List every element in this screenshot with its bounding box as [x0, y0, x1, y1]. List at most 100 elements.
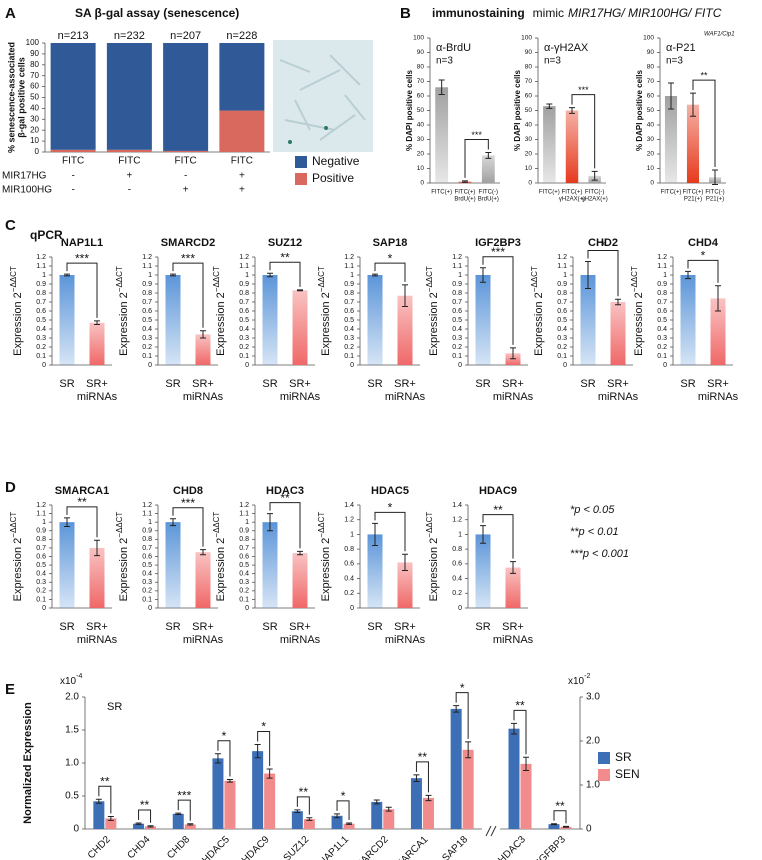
- y-tick-label: 0.9: [36, 528, 46, 535]
- x-tick-label: SR: [262, 621, 277, 633]
- y-tick-label: 0.3: [142, 579, 152, 586]
- y-tick-label: 0.8: [36, 290, 46, 297]
- y-axis-label: Expression 2−ΔΔCT: [115, 512, 130, 602]
- y-tick-label: 0.7: [142, 545, 152, 552]
- y-tick-label: 30: [647, 136, 655, 143]
- bar: [371, 801, 383, 829]
- bar: [59, 522, 75, 608]
- bar: [580, 275, 596, 365]
- error-bar: [690, 92, 696, 117]
- y-tick-label: 1: [350, 531, 354, 538]
- bar: [292, 290, 308, 365]
- y-axis-label: Expression 2−ΔΔCT: [425, 512, 440, 602]
- y-tick-label: 0.5: [142, 317, 152, 324]
- y-tick-label: 50: [525, 107, 533, 114]
- error-bar: [294, 809, 301, 813]
- x-tick-label: SR+: [86, 621, 108, 633]
- chart-title: α-γH2AX: [544, 42, 589, 54]
- y-tick-label: 0.3: [344, 335, 354, 342]
- x-tick-label: miRNAs: [385, 634, 426, 646]
- y-tick-label: 0.8: [452, 546, 462, 553]
- error-bar: [94, 320, 100, 325]
- error-bar: [297, 550, 303, 556]
- y-tick-label: 90: [30, 49, 39, 58]
- x-tick-label: P21(+): [684, 197, 702, 203]
- legend-label: SR: [615, 750, 632, 764]
- y-tick-label: 0.1: [142, 596, 152, 603]
- bar: [343, 823, 355, 829]
- y-tick-label: 0.4: [239, 326, 249, 333]
- error-bar: [64, 273, 70, 277]
- y-tick-label: 0: [650, 180, 654, 187]
- significance-bracket: [455, 692, 469, 739]
- y-tick-label: 0.7: [657, 299, 667, 306]
- row-mark: -: [71, 185, 74, 196]
- y-tick-label: 0: [245, 605, 249, 612]
- n-label: n=207: [170, 30, 201, 42]
- y-tick-label: 0.4: [344, 326, 354, 333]
- y-tick-label: 0: [42, 362, 46, 369]
- significance-bracket: [587, 250, 619, 297]
- y-axis-label-text: Expression 2: [533, 292, 545, 356]
- significance-bracket: [553, 810, 567, 824]
- y-tick-label: 1.2: [557, 254, 567, 261]
- legend-label: Negative: [312, 154, 360, 168]
- error-bar: [200, 549, 206, 556]
- y-tick-label: 40: [525, 122, 533, 129]
- significance-label: **: [418, 750, 428, 764]
- y-tick-label: 0.9: [344, 281, 354, 288]
- bar: [664, 96, 678, 183]
- y-tick-label: 0.6: [239, 553, 249, 560]
- x-tick-label: NAP1L1: [317, 834, 351, 860]
- chart-title: NAP1L1: [61, 237, 103, 249]
- y-tick-label: 0.5: [344, 317, 354, 324]
- error-bar: [511, 722, 517, 735]
- y-tick-label: 20: [525, 151, 533, 158]
- bar: [508, 728, 520, 829]
- x-tick-label: IGFBP3: [535, 834, 568, 860]
- y-tick-label: 2.0: [586, 736, 600, 747]
- x-tick-label: SR: [59, 378, 74, 390]
- y-axis-label: Normalized Expression: [22, 702, 34, 824]
- y-tick-label: 0.8: [452, 290, 462, 297]
- bar: [710, 298, 726, 365]
- y-tick-label: 0.4: [452, 326, 462, 333]
- p-value-note: *p < 0.05: [570, 504, 615, 516]
- significance-label: **: [140, 798, 150, 812]
- y-tick-label: 2.0: [65, 692, 79, 703]
- bar: [262, 522, 278, 608]
- multiplier-exponent: -2: [584, 673, 590, 680]
- y-tick-label: 0.6: [142, 308, 152, 315]
- row-mark: +: [239, 171, 245, 182]
- y-tick-label: 0.4: [142, 326, 152, 333]
- row-mark: +: [183, 185, 189, 196]
- significance-bracket: [464, 139, 489, 178]
- significance-label: **: [493, 503, 503, 517]
- micrograph: [273, 40, 373, 152]
- error-bar: [64, 517, 70, 527]
- y-tick-label: 0.2: [344, 590, 354, 597]
- y-tick-label: 0.6: [36, 553, 46, 560]
- n-label: n=213: [58, 30, 89, 42]
- y-tick-label: 10: [30, 136, 39, 145]
- chart-title: SMARCD2: [161, 237, 215, 249]
- y-tick-label: 0.7: [239, 299, 249, 306]
- y-axis-label-superscript: −ΔΔCT: [317, 266, 326, 292]
- legend-label: SEN: [615, 767, 640, 781]
- y-tick-label: 0.4: [344, 575, 354, 582]
- y-tick-label: 0.1: [239, 596, 249, 603]
- y-tick-label: 1: [148, 519, 152, 526]
- error-bar: [551, 823, 557, 826]
- significance-bracket: [98, 785, 112, 814]
- bar: [195, 334, 211, 365]
- bar: [560, 826, 572, 829]
- y-tick-label: 0.1: [36, 596, 46, 603]
- error-bar: [715, 285, 721, 312]
- significance-bracket: [66, 262, 98, 318]
- x-tick-label: SR+: [86, 378, 108, 390]
- y-tick-label: 0.1: [657, 353, 667, 360]
- y-tick-label: 0.3: [142, 335, 152, 342]
- chart-subtitle: n=3: [666, 56, 683, 67]
- y-tick-label: 0: [148, 362, 152, 369]
